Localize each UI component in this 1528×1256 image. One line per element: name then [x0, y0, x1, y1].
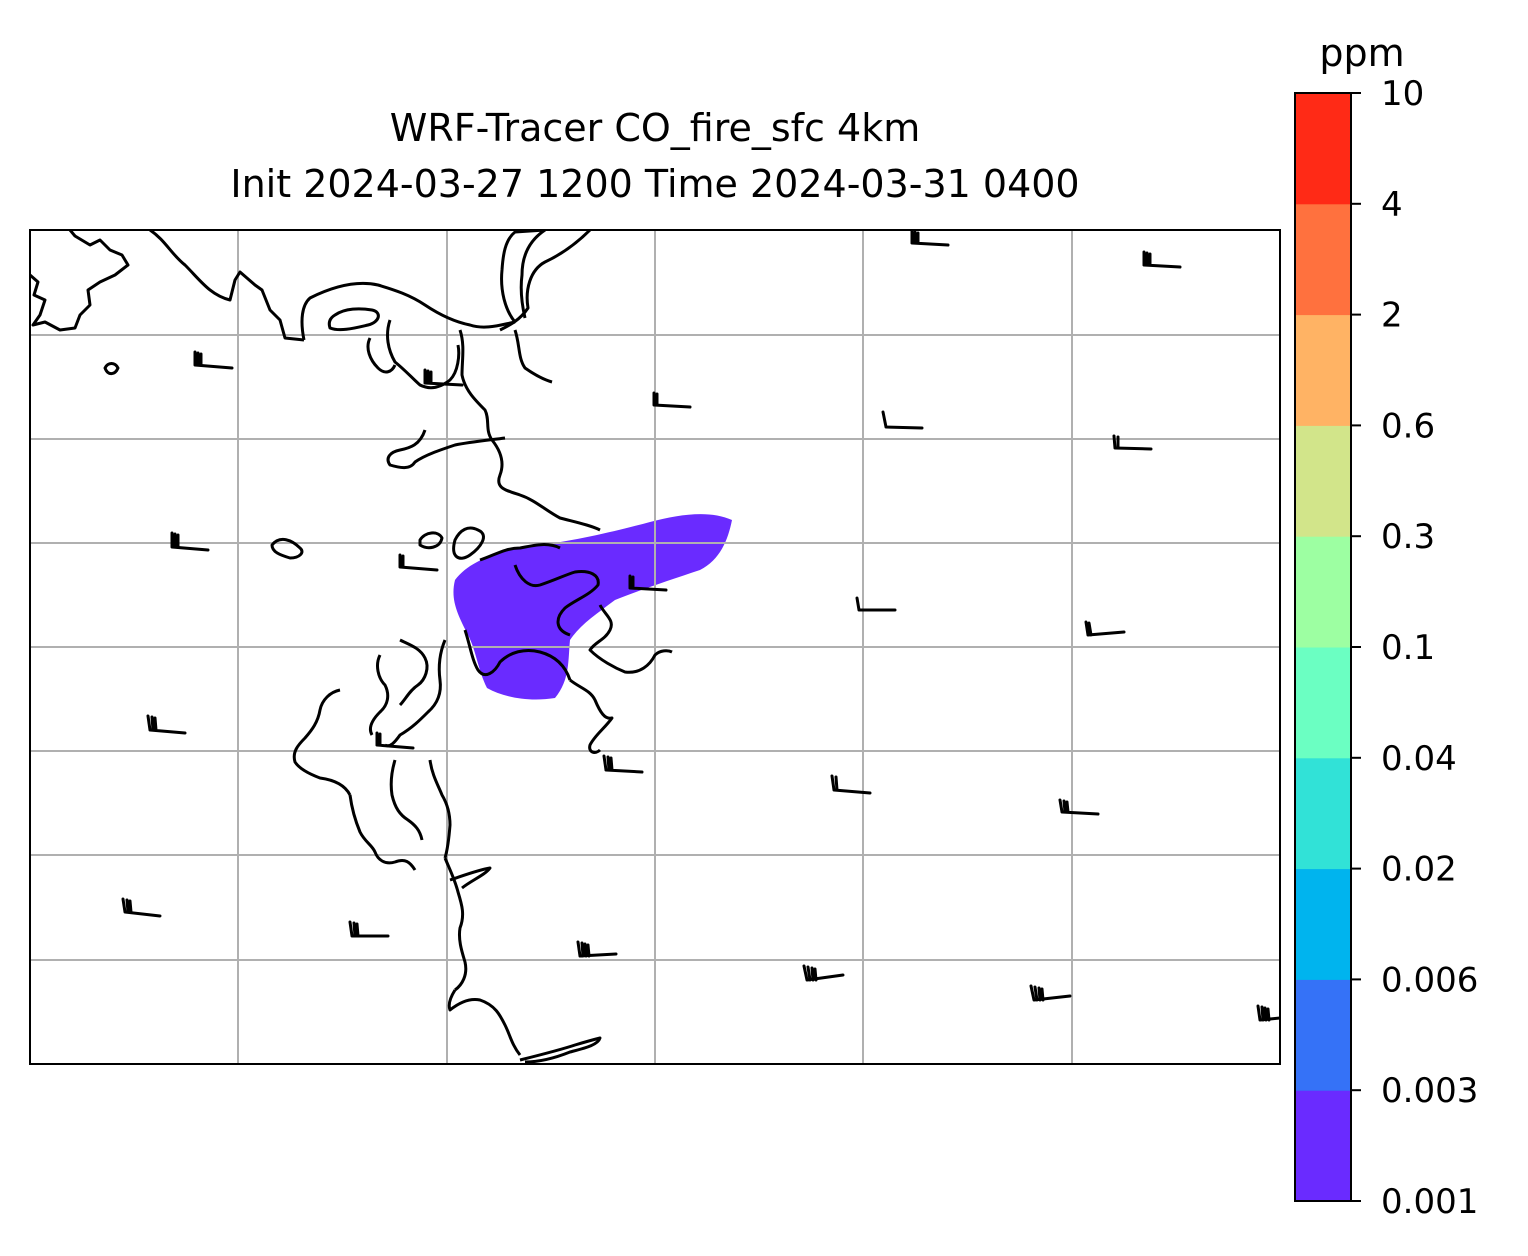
co-plume-area [453, 514, 732, 700]
map-frame [29, 229, 1281, 1065]
colorbar-tick-label: 0.003 [1381, 1071, 1478, 1111]
coastlines [30, 230, 673, 1064]
colorbar-segment [1295, 203, 1351, 316]
colorbar-segments [1295, 93, 1351, 1202]
colorbar-ticks: 0.001 0.003 0.006 0.02 0.04 0.1 0.3 0.6 2 4 10 [1351, 74, 1478, 1222]
wind-barbs [121, 230, 1280, 1022]
colorbar-tick-label: 0.3 [1381, 517, 1435, 557]
map-title-line1: WRF-Tracer CO_fire_sfc 4km [389, 106, 921, 150]
colorbar-tick-label: 0.001 [1381, 1182, 1478, 1222]
colorbar-tick-label: 0.02 [1381, 850, 1457, 890]
map-gridlines [30, 230, 1280, 1064]
colorbar-segment [1295, 757, 1351, 870]
colorbar-tick-label: 0.6 [1381, 406, 1435, 446]
colorbar-tick-label: 2 [1381, 296, 1403, 336]
colorbar-frame [1294, 92, 1352, 1202]
colorbar-tick-label: 0.04 [1381, 739, 1457, 779]
colorbar-segment [1295, 868, 1351, 980]
colorbar-segment [1295, 1090, 1351, 1202]
map-title-line2: Init 2024-03-27 1200 Time 2024-03-31 040… [230, 162, 1080, 206]
colorbar-unit-label: ppm [1319, 31, 1404, 75]
colorbar-segment [1295, 425, 1351, 537]
colorbar-tick-label: 4 [1381, 185, 1403, 225]
colorbar-tick-label: 10 [1381, 74, 1424, 114]
colorbar-tick-label: 0.006 [1381, 960, 1478, 1000]
colorbar-segment [1295, 536, 1351, 648]
colorbar-segment [1295, 647, 1351, 759]
colorbar-segment [1295, 979, 1351, 1091]
colorbar-tick-label: 0.1 [1381, 628, 1435, 668]
colorbar-segment [1295, 93, 1351, 205]
colorbar-segment [1295, 314, 1351, 426]
